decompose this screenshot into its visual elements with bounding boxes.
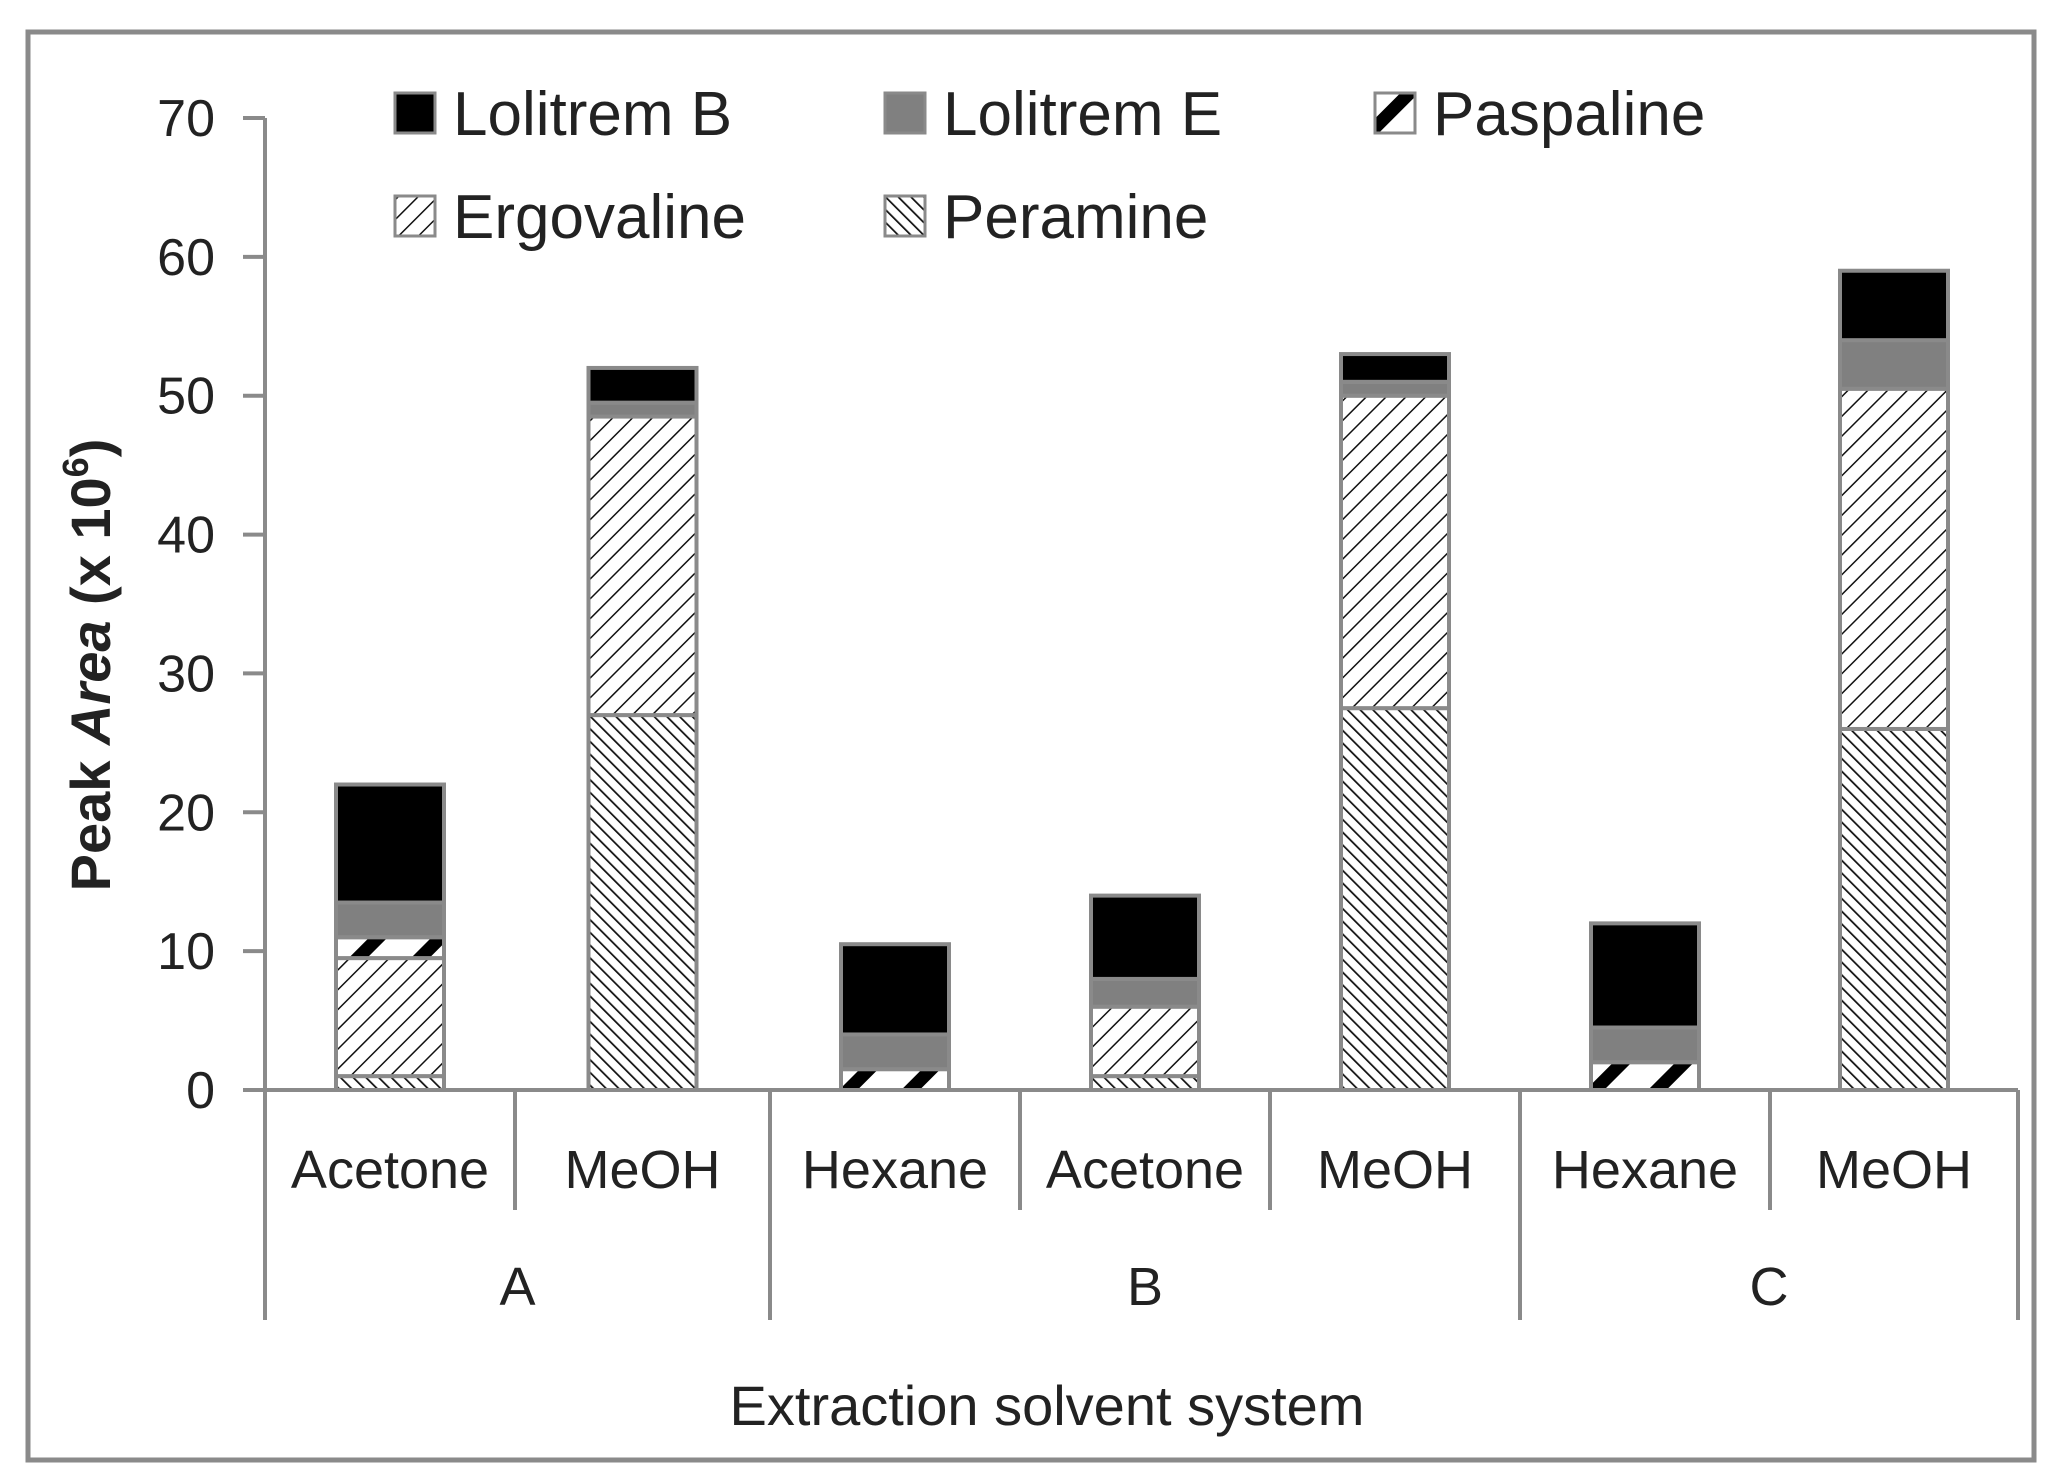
legend-swatch-ergovaline — [393, 194, 437, 238]
category-label-hexane: Hexane — [802, 1140, 988, 1200]
y-axis-title-sup: 6 — [55, 457, 96, 477]
bar-segment-paspaline-1 — [334, 935, 446, 961]
category-label-meoh: MeOH — [1317, 1140, 1473, 1200]
group-label-b: B — [1127, 1257, 1163, 1317]
y-tick-label: 40 — [157, 507, 215, 565]
legend-label-paspaline: Paspaline — [1433, 80, 1705, 149]
y-axis-title-main: Peak — [59, 745, 122, 891]
bar-layer — [334, 268, 1950, 1093]
bar-segment-lolitrem-b-6 — [1589, 921, 1701, 1030]
bar-segment-lolitrem-b-3 — [839, 942, 951, 1037]
legend-swatch-lolitrem-e — [883, 91, 927, 135]
bar-segment-paspaline-6 — [1589, 1060, 1701, 1092]
y-tick-label: 50 — [157, 368, 215, 426]
bar-segment-ergovaline-7 — [1838, 386, 1950, 731]
legend: Lolitrem B Lolitrem E Paspaline Ergovaline P… — [393, 80, 1705, 252]
y-axis-title-italic: Area — [59, 621, 122, 748]
legend-swatch-paspaline — [1373, 91, 1417, 135]
bar-segment-ergovaline-1 — [334, 956, 446, 1079]
category-label-meoh: MeOH — [1816, 1140, 1972, 1200]
bar-segment-ergovaline-2 — [586, 414, 699, 718]
chart-frame — [25, 29, 2037, 1463]
legend-swatch-peramine — [883, 194, 927, 238]
bar-segment-peramine-5 — [1339, 706, 1451, 1093]
x-axis-title: Extraction solvent system — [730, 1374, 1365, 1437]
bar-segment-peramine-7 — [1838, 726, 1950, 1092]
category-label-acetone: Acetone — [291, 1140, 489, 1200]
bar-segment-lolitrem-e-5 — [1339, 379, 1451, 398]
bar-segment-ergovaline-4 — [1089, 1004, 1201, 1079]
legend-item-lolitrem-b: Lolitrem B — [393, 80, 732, 149]
category-label-meoh: MeOH — [564, 1140, 720, 1200]
legend-item-peramine: Peramine — [883, 183, 1208, 252]
group-label-a: A — [499, 1257, 535, 1317]
bar-segment-paspaline-3 — [839, 1067, 951, 1092]
bar-segment-lolitrem-b-1 — [334, 782, 446, 905]
bar-segment-lolitrem-e-3 — [839, 1032, 951, 1072]
legend-label-peramine: Peramine — [943, 183, 1208, 252]
y-tick-label: 0 — [186, 1062, 215, 1120]
y-tick-label: 10 — [157, 923, 215, 981]
y-tick-label: 30 — [157, 645, 215, 703]
y-axis-title-close: ) — [59, 439, 122, 458]
bar-segment-peramine-2 — [586, 713, 699, 1092]
category-label-hexane: Hexane — [1552, 1140, 1738, 1200]
bar-segment-lolitrem-e-7 — [1838, 338, 1950, 391]
legend-label-lolitrem-b: Lolitrem B — [453, 80, 732, 149]
bar-segment-lolitrem-b-2 — [586, 365, 699, 405]
y-axis-title: Peak Area (x 106) — [55, 439, 122, 892]
legend-label-ergovaline: Ergovaline — [453, 183, 746, 252]
bar-segment-lolitrem-b-5 — [1339, 352, 1451, 384]
bar-segment-peramine-4 — [1089, 1074, 1201, 1092]
bar-segment-lolitrem-e-6 — [1589, 1025, 1701, 1065]
y-tick-label: 60 — [157, 229, 215, 287]
bar-segment-lolitrem-e-1 — [334, 900, 446, 940]
bar-segment-lolitrem-e-4 — [1089, 976, 1201, 1009]
y-axis-title-rest: (x 10 — [59, 477, 122, 620]
legend-swatch-lolitrem-b — [393, 91, 437, 135]
legend-item-ergovaline: Ergovaline — [393, 183, 746, 252]
legend-label-lolitrem-e: Lolitrem E — [943, 80, 1222, 149]
bar-segment-lolitrem-e-2 — [586, 400, 699, 419]
y-tick-label: 20 — [157, 784, 215, 842]
legend-item-paspaline: Paspaline — [1373, 80, 1705, 149]
y-tick-label: 70 — [157, 90, 215, 148]
category-label-acetone: Acetone — [1046, 1140, 1244, 1200]
category-axis: Acetone MeOH Hexane Acetone MeOH Hexane MeOH A B… — [263, 1090, 2020, 1320]
bar-segment-peramine-1 — [334, 1074, 446, 1092]
bar-segment-lolitrem-b-4 — [1089, 893, 1201, 981]
legend-item-lolitrem-e: Lolitrem E — [883, 80, 1222, 149]
bar-segment-ergovaline-5 — [1339, 393, 1451, 711]
group-label-c: C — [1750, 1257, 1789, 1317]
bar-segment-lolitrem-b-7 — [1838, 268, 1950, 343]
